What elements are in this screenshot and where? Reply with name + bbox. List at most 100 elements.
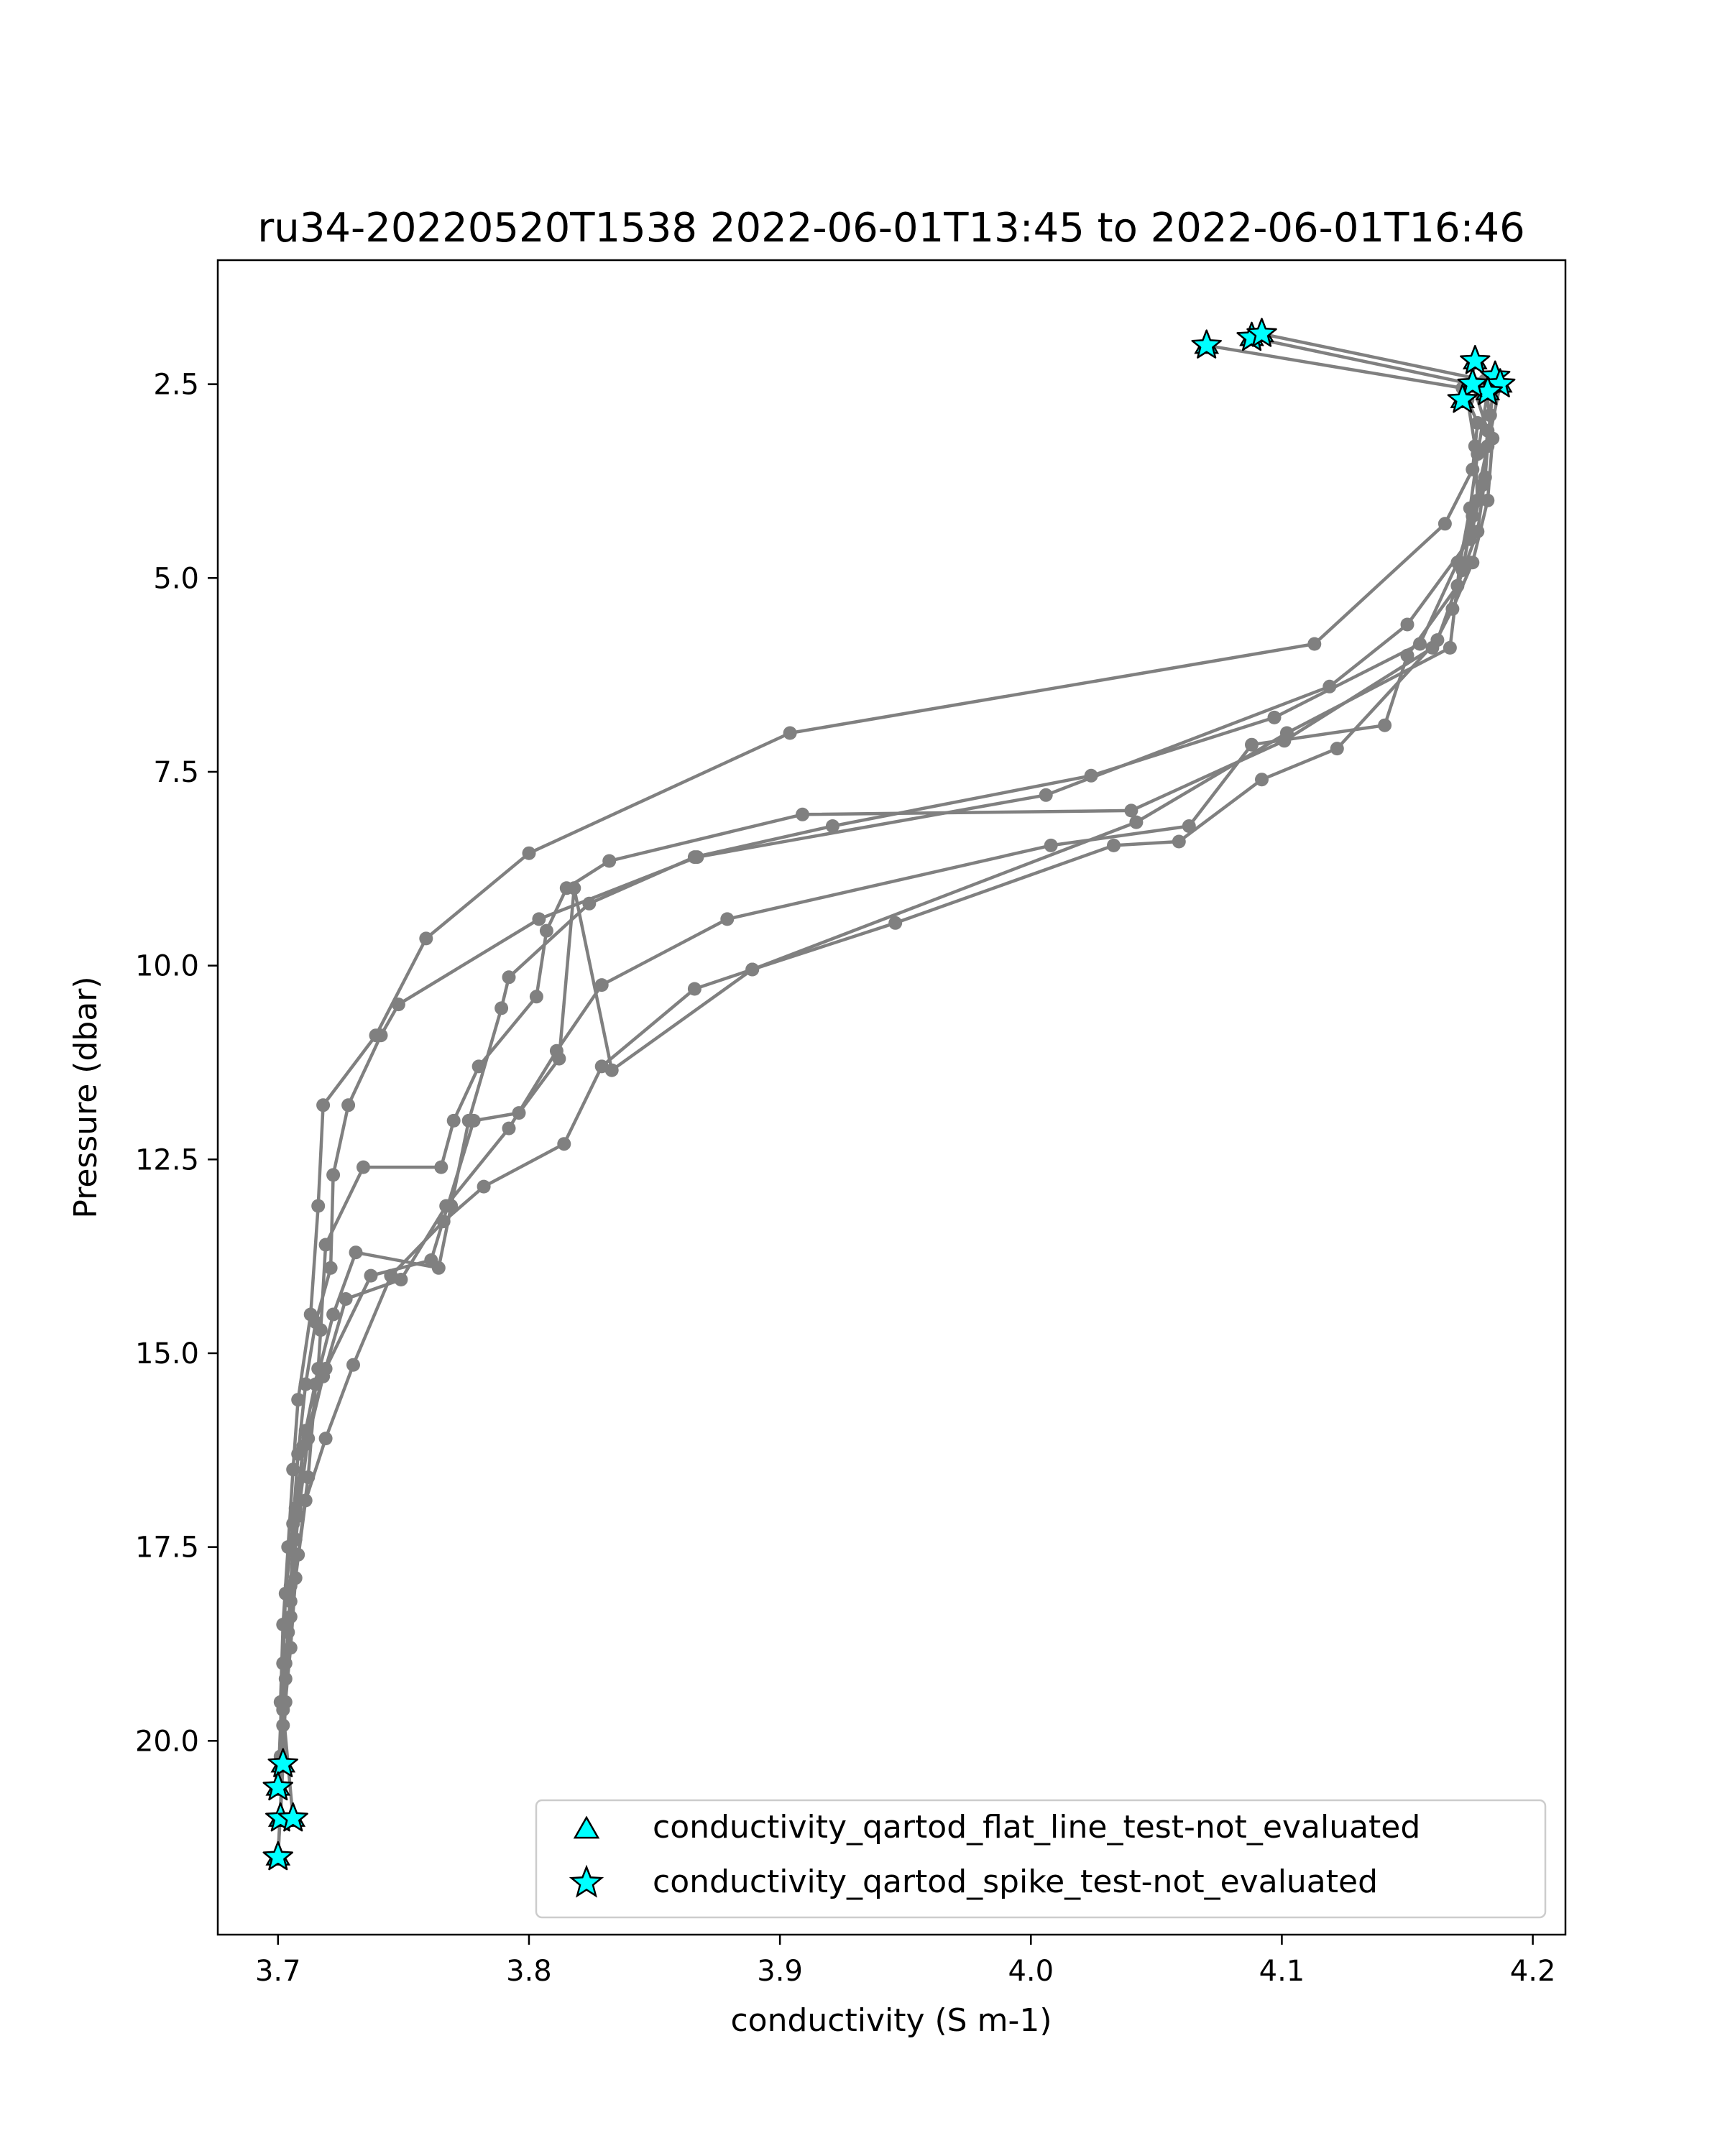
data-point-3-19 [318,1238,333,1252]
data-point-2-6 [1400,617,1414,632]
data-point-4-22 [281,1625,295,1639]
data-point-5-22 [278,1657,293,1670]
data-point-4-7 [1267,710,1282,724]
data-point-7-6 [1279,726,1294,740]
series-line-4 [281,360,1480,1819]
data-point-3-6 [1445,602,1460,616]
legend: conductivity_qartod_flat_line_test-not_e… [535,1799,1547,1919]
data-point-7-2 [1471,447,1485,461]
data-point-5-3 [1478,470,1492,484]
legend-label-spike: conductivity_qartod_spike_test-not_evalu… [653,1864,1378,1900]
y-axis-title: Pressure (dbar) [68,976,104,1218]
spike-flag-marker-14 [262,1841,294,1871]
data-point-1-9 [419,931,433,946]
data-point-1-8 [522,846,536,860]
series-line-5 [279,376,1497,1757]
data-point-6-8 [1172,834,1186,849]
y-tick-label-7: 17.5 [135,1531,199,1565]
spike-flag-marker-11 [262,1771,294,1801]
y-tick-label-4: 10.0 [135,950,199,983]
data-point-7-19 [283,1610,298,1624]
data-point-4-13 [494,1001,509,1015]
data-point-6-22 [283,1641,298,1655]
data-point-6-21 [288,1571,303,1585]
data-point-7-20 [278,1695,293,1709]
data-point-5-6 [1400,648,1414,663]
data-point-4-20 [301,1470,316,1485]
data-point-1-5 [1438,517,1452,531]
data-point-6-5 [1430,633,1445,648]
data-point-7-7 [1129,815,1144,829]
legend-label-flat-line: conductivity_qartod_flat_line_test-not_e… [653,1809,1420,1846]
spike-flag-marker-4 [1460,344,1491,374]
data-point-4-17 [349,1245,363,1260]
data-point-6-14 [557,1137,571,1151]
data-point-1-3 [1471,416,1485,430]
data-point-4-11 [582,896,597,911]
data-point-7-5 [1443,640,1457,655]
data-point-2-13 [341,1098,356,1112]
data-point-5-12 [594,978,609,992]
data-point-2-17 [298,1377,313,1391]
y-tick-label-2: 5.0 [153,562,199,595]
series-line-1 [276,344,1480,1858]
legend-triangle-marker [573,1815,600,1839]
data-point-3-4 [1481,493,1495,507]
spike-flag-marker-10 [267,1748,299,1777]
data-point-7-17 [296,1439,310,1453]
data-point-7-14 [424,1253,438,1267]
data-point-5-10 [1044,838,1058,852]
data-point-5-21 [283,1594,298,1608]
data-point-1-4 [1466,462,1480,476]
data-point-6-16 [436,1215,451,1229]
data-point-6-19 [318,1432,333,1446]
data-point-2-10 [532,912,546,926]
data-point-5-15 [439,1199,454,1213]
data-point-7-10 [567,881,581,895]
data-point-6-10 [888,916,903,930]
data-point-3-16 [446,1113,461,1128]
data-point-2-8 [1039,788,1053,802]
x-tick-label-3: 3.9 [757,1955,803,1988]
y-tick-label-6: 15.0 [135,1337,199,1370]
data-point-7-9 [604,1063,619,1077]
x-axis-title: conductivity (S m-1) [730,2002,1052,2039]
spike-flag-marker-1 [1191,329,1222,359]
data-point-3-13 [539,923,553,938]
y-axis: 2.5 5.0 7.5 10.0 12.5 15.0 17.5 20.0 [135,369,218,1758]
data-point-6-15 [477,1179,491,1194]
data-point-3-10 [796,807,809,821]
data-point-7-11 [552,1051,566,1066]
data-point-5-2 [1483,408,1497,423]
data-point-5-8 [1245,737,1259,752]
data-point-7-4 [1453,556,1467,570]
data-point-3-14 [529,990,543,1004]
data-point-1-7 [783,726,797,740]
data-point-3-20 [313,1323,328,1337]
spike-flag-marker-13 [277,1802,308,1832]
series-layer [276,332,1502,1858]
data-point-5-11 [720,912,735,926]
data-point-5-7 [1378,718,1392,732]
data-point-3-15 [472,1059,486,1074]
data-point-2-7 [1322,679,1337,694]
legend-box [535,1799,1547,1919]
data-point-6-9 [1107,838,1121,852]
data-point-4-9 [825,819,840,833]
chart-title: ru34-20220520T1538 2022-06-01T13:45 to 2… [257,205,1524,252]
x-axis: 3.7 3.8 3.9 4.0 4.1 4.2 [255,1935,1555,1988]
data-point-5-5 [1450,579,1465,593]
data-point-4-6 [1413,637,1427,651]
data-point-2-15 [323,1261,338,1275]
spike-flag-marker-3 [1246,318,1277,347]
legend-star-marker [569,1864,604,1898]
data-point-7-13 [466,1113,481,1128]
data-point-2-12 [374,1028,388,1043]
data-point-1-12 [311,1199,326,1213]
plot-frame [216,259,1567,1936]
series-line-3 [279,332,1494,1819]
data-point-5-17 [339,1292,353,1306]
data-point-2-11 [391,998,405,1012]
y-tick-label-1: 2.5 [153,369,199,402]
